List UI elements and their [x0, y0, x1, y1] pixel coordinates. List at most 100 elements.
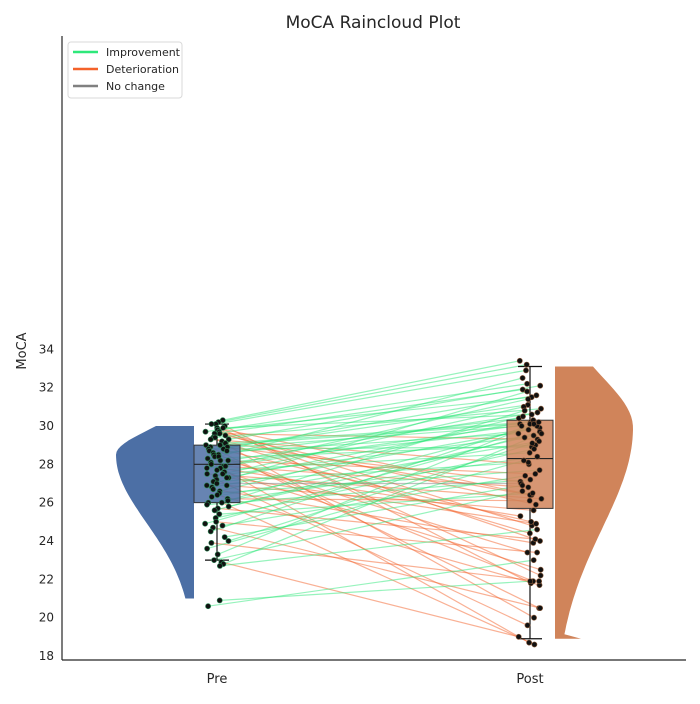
point-post	[534, 409, 541, 416]
pair-line	[216, 479, 528, 626]
pair-line	[228, 385, 541, 440]
pair-line	[211, 427, 540, 488]
point-pre	[207, 528, 214, 535]
point-post	[528, 411, 535, 418]
point-pre	[224, 497, 231, 504]
point-pre	[208, 493, 215, 500]
point-post	[524, 549, 531, 556]
pair-line	[217, 494, 540, 586]
point-pre	[210, 486, 217, 493]
point-pre	[219, 470, 226, 477]
violin-pre	[116, 426, 194, 599]
point-post	[526, 449, 533, 456]
point-post	[534, 453, 541, 460]
point-post	[519, 488, 526, 494]
point-pre	[203, 482, 210, 489]
point-post	[536, 467, 543, 473]
point-post	[530, 432, 537, 439]
legend-box	[67, 41, 183, 99]
point-pre	[222, 463, 229, 470]
pair-line	[212, 527, 541, 609]
y-tick-label: 34	[39, 342, 54, 356]
point-post	[519, 375, 526, 381]
pair-line	[215, 369, 527, 425]
legend-label: No change	[106, 80, 165, 93]
violin-post	[555, 366, 633, 639]
point-post	[531, 446, 537, 452]
pair-line	[210, 423, 535, 532]
point-post	[537, 605, 543, 611]
point-pre	[211, 557, 217, 563]
point-pre	[216, 430, 223, 437]
point-pre	[225, 503, 232, 510]
point-pre	[204, 455, 211, 462]
point-post	[516, 357, 523, 364]
point-post	[526, 497, 533, 504]
point-pre	[214, 492, 221, 498]
point-pre	[208, 540, 215, 546]
point-post	[523, 367, 529, 374]
pair-line	[208, 456, 538, 504]
y-tick-label: 24	[39, 534, 54, 548]
point-pre	[225, 538, 232, 544]
pair-line	[213, 417, 519, 456]
point-post	[525, 396, 531, 402]
point-post	[537, 572, 544, 579]
point-post	[521, 434, 528, 441]
y-tick-label: 32	[39, 381, 54, 395]
point-pre	[213, 518, 219, 525]
point-post	[536, 438, 542, 445]
pair-line	[222, 360, 520, 421]
point-post	[536, 578, 542, 585]
pair-line	[205, 383, 528, 433]
y-tick-label: 20	[39, 611, 54, 625]
point-post	[537, 566, 544, 573]
point-post	[518, 423, 525, 429]
pair-line	[219, 469, 540, 494]
pair-line	[222, 475, 526, 527]
pair-line	[226, 419, 534, 479]
legend-label: Improvement	[106, 46, 181, 59]
point-pre	[202, 520, 208, 527]
pair-line	[228, 442, 533, 542]
point-post	[538, 430, 545, 437]
point-post	[520, 413, 526, 420]
pair-line	[218, 364, 527, 423]
point-post	[526, 639, 532, 646]
point-pre	[214, 551, 221, 558]
point-post	[524, 388, 530, 395]
legend-label: Deterioration	[106, 63, 179, 76]
point-pre	[216, 511, 223, 517]
pair-line	[224, 471, 541, 571]
pair-line	[217, 421, 540, 555]
point-post	[522, 472, 529, 479]
pair-line	[227, 404, 528, 448]
point-pre	[202, 428, 209, 435]
point-post	[538, 405, 544, 412]
point-post	[525, 426, 532, 433]
point-pre	[208, 461, 215, 468]
pair-line	[217, 396, 532, 431]
pair-line	[213, 490, 523, 561]
point-post	[520, 457, 527, 464]
point-pre	[217, 442, 223, 448]
point-post	[515, 633, 522, 640]
y-tick-label: 28	[39, 457, 54, 471]
point-post	[532, 470, 539, 477]
point-post	[538, 495, 545, 502]
pair-line	[223, 433, 542, 565]
point-post	[523, 361, 530, 368]
point-post	[524, 622, 531, 629]
pair-line	[224, 484, 523, 538]
point-pre	[213, 480, 220, 487]
point-post	[534, 526, 540, 533]
x-tick-label: Post	[516, 672, 543, 687]
point-post	[517, 513, 524, 519]
pair-line	[216, 521, 538, 554]
point-pre	[220, 424, 226, 431]
point-post	[531, 641, 538, 648]
y-tick-label: 18	[39, 649, 54, 663]
point-pre	[221, 534, 228, 540]
point-pre	[223, 474, 230, 481]
